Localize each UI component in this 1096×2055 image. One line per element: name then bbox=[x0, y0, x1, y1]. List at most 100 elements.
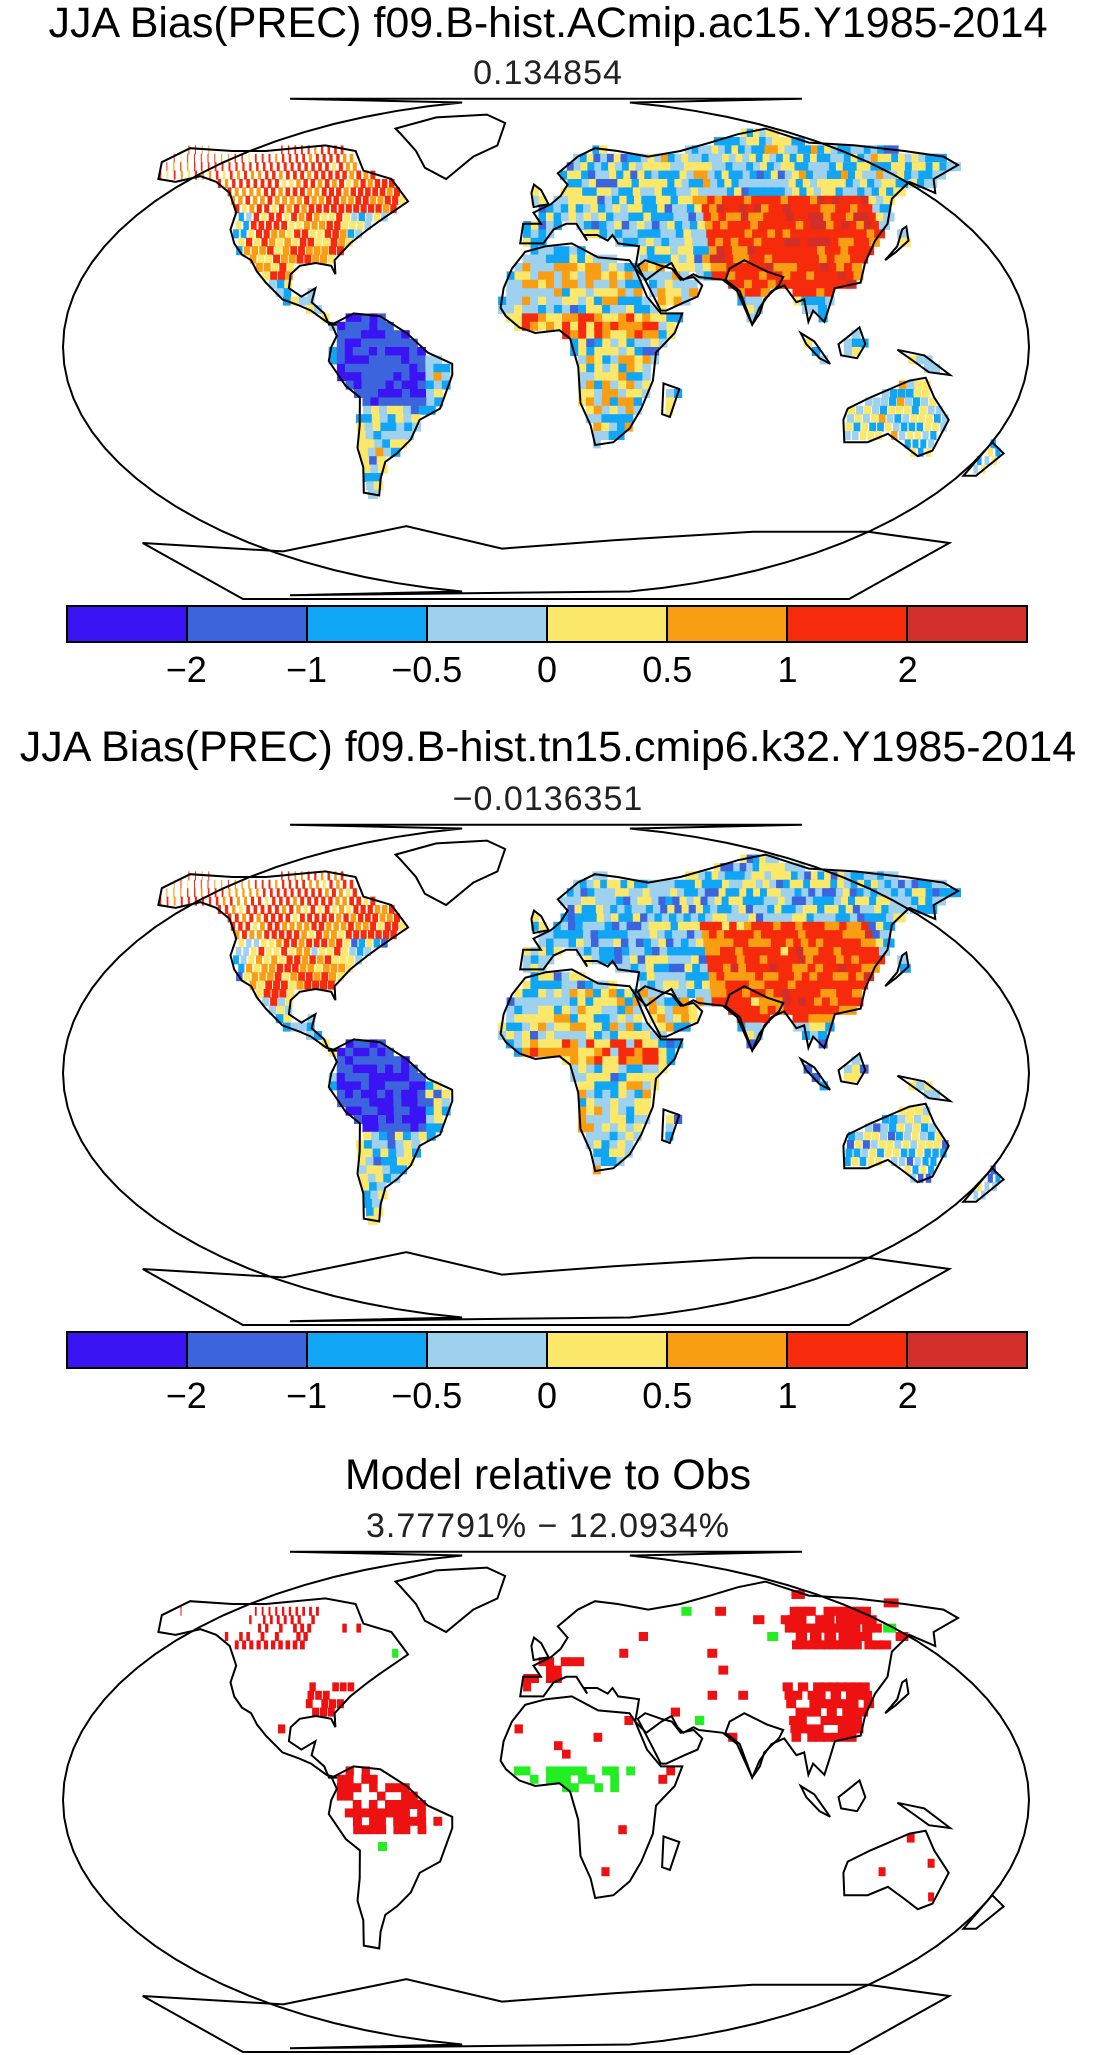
grid-cell bbox=[867, 905, 880, 914]
grid-cell bbox=[707, 921, 718, 931]
grid-cell bbox=[297, 162, 301, 172]
grid-cell bbox=[840, 972, 851, 982]
grid-cell bbox=[695, 1716, 705, 1725]
grid-cell bbox=[733, 980, 743, 990]
grid-cell bbox=[409, 1791, 418, 1801]
grid-cell bbox=[634, 330, 644, 340]
grid-cell bbox=[602, 1115, 611, 1124]
grid-cell bbox=[376, 456, 387, 466]
grid-cell bbox=[538, 313, 547, 323]
grid-cell bbox=[276, 1005, 285, 1015]
grid-cell bbox=[845, 997, 856, 1007]
grid-cell bbox=[624, 422, 633, 432]
grid-cell bbox=[738, 871, 750, 881]
grid-cell bbox=[283, 1615, 287, 1625]
grid-cell bbox=[670, 195, 681, 205]
grid-cell bbox=[546, 212, 555, 222]
grid-cell bbox=[811, 980, 822, 990]
grid-cell bbox=[670, 980, 680, 990]
grid-cell bbox=[327, 980, 335, 990]
grid-cell bbox=[635, 938, 645, 948]
grid-cell bbox=[321, 896, 326, 906]
grid-cell bbox=[669, 187, 679, 197]
grid-cell bbox=[658, 1039, 667, 1049]
grid-cell bbox=[314, 896, 319, 906]
grid-cell bbox=[906, 1115, 914, 1124]
grid-cell bbox=[857, 204, 869, 214]
grid-cell bbox=[810, 879, 823, 889]
grid-cell bbox=[752, 863, 766, 872]
grid-cell bbox=[835, 888, 849, 898]
grid-cell bbox=[801, 162, 814, 172]
grid-cell bbox=[546, 246, 555, 256]
grid-cell bbox=[712, 221, 723, 230]
grid-cell bbox=[201, 170, 205, 180]
grid-cell bbox=[634, 195, 643, 205]
grid-cell bbox=[336, 879, 340, 889]
grid-cell bbox=[546, 271, 555, 281]
grid-cell bbox=[836, 955, 847, 965]
grid-cell bbox=[530, 305, 539, 314]
grid-cell bbox=[845, 422, 853, 432]
grid-cell bbox=[397, 431, 407, 440]
grid-cell bbox=[234, 1640, 239, 1650]
grid-cell bbox=[360, 338, 370, 348]
grid-cell bbox=[809, 1699, 820, 1709]
grid-cell bbox=[258, 221, 265, 230]
grid-cell bbox=[784, 896, 797, 906]
grid-cell bbox=[791, 170, 804, 180]
grid-cell bbox=[340, 871, 344, 881]
grid-cell bbox=[922, 389, 930, 398]
grid-cell bbox=[522, 271, 531, 281]
grid-cell bbox=[693, 170, 704, 180]
grid-cell bbox=[233, 955, 239, 965]
grid-cell bbox=[624, 905, 634, 914]
grid-cell bbox=[356, 170, 362, 180]
grid-cell bbox=[594, 355, 603, 365]
grid-cell bbox=[761, 930, 772, 940]
grid-cell bbox=[410, 1123, 420, 1133]
grid-cell bbox=[812, 896, 825, 906]
grid-cell bbox=[656, 888, 666, 898]
grid-cell bbox=[665, 1123, 674, 1133]
grid-cell bbox=[569, 1022, 579, 1032]
grid-cell bbox=[617, 296, 627, 306]
grid-cell bbox=[546, 1665, 555, 1675]
grid-cell bbox=[704, 947, 715, 956]
grid-cell bbox=[609, 397, 619, 407]
grid-cell bbox=[242, 204, 247, 214]
panel-1-mean-value: 0.134854 bbox=[473, 54, 623, 92]
grid-cell bbox=[702, 263, 713, 272]
grid-cell bbox=[595, 179, 605, 188]
grid-cell bbox=[609, 1022, 619, 1032]
grid-cell bbox=[417, 363, 427, 373]
grid-cell bbox=[585, 1005, 595, 1015]
grid-cell bbox=[353, 380, 363, 390]
grid-cell bbox=[835, 1640, 848, 1650]
grid-cell bbox=[941, 1140, 949, 1150]
grid-cell bbox=[370, 389, 380, 398]
grid-cell bbox=[751, 145, 764, 155]
grid-cell bbox=[746, 1031, 756, 1040]
grid-cell bbox=[618, 1098, 627, 1108]
coastline-japan bbox=[884, 1677, 910, 1714]
grid-cell bbox=[263, 1615, 266, 1625]
grid-cell bbox=[658, 1056, 668, 1066]
grid-cell bbox=[834, 896, 847, 906]
grid-cell bbox=[618, 321, 627, 331]
grid-cell bbox=[875, 1157, 882, 1166]
grid-cell bbox=[744, 1005, 754, 1015]
grid-cell bbox=[207, 888, 210, 898]
grid-cell bbox=[370, 170, 376, 180]
grid-cell bbox=[327, 1707, 335, 1717]
grid-cell bbox=[775, 229, 786, 239]
grid-cell bbox=[290, 246, 298, 256]
grid-cell bbox=[314, 913, 320, 923]
grid-cell bbox=[813, 913, 826, 923]
grid-cell bbox=[664, 271, 674, 281]
grid-cell bbox=[377, 330, 386, 340]
grid-cell bbox=[900, 422, 908, 432]
grid-cell bbox=[530, 296, 539, 306]
grid-cell bbox=[377, 1081, 386, 1091]
grid-cell bbox=[648, 921, 658, 931]
